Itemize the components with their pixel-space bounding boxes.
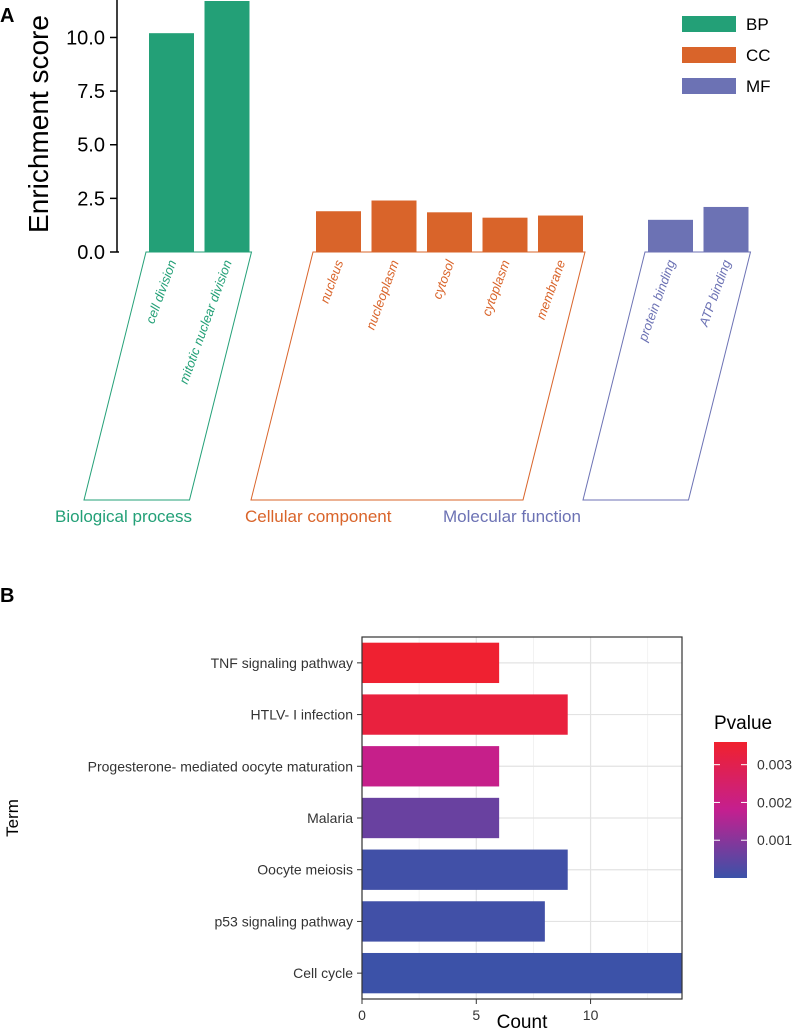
b-category-label: Oocyte meiosis: [257, 862, 353, 878]
b-bar: [362, 746, 500, 787]
b-category-label: HTLV- I infection: [251, 707, 353, 723]
a-bar-bp: [204, 1, 250, 252]
colorbar-tick-label: 0.003: [757, 757, 792, 773]
b-x-tick-label: 10: [583, 1007, 599, 1023]
a-bar-cc: [482, 217, 528, 252]
b-category-label: Malaria: [307, 810, 353, 826]
a-group-bracket-mf: [582, 251, 752, 501]
b-x-tick-label: 5: [472, 1007, 480, 1023]
a-term-label: cytosol: [429, 257, 457, 301]
a-term-label: membrane: [533, 258, 568, 322]
a-bar-mf: [703, 206, 749, 252]
a-y-tick-label: 2.5: [77, 188, 105, 210]
a-term-label: cytoplasm: [479, 258, 513, 318]
colorbar-gradient: [714, 742, 747, 878]
a-bar-cc: [316, 211, 361, 252]
a-legend-swatch-bp: [682, 16, 736, 32]
b-category-labels: TNF signaling pathway HTLV- I infection Pr…: [88, 655, 362, 981]
b-bar: [362, 901, 545, 942]
b-y-axis-label: Term: [3, 799, 22, 837]
colorbar-title: Pvalue: [714, 713, 772, 734]
a-term-label: nucleus: [317, 257, 347, 305]
a-group-name: Cellular component: [245, 507, 392, 526]
a-y-tick-label: 10.0: [66, 27, 105, 49]
a-term-label: mitotic nuclear division: [176, 258, 235, 386]
b-category-label: p53 signaling pathway: [214, 913, 353, 929]
a-group-names: Biological process Cellular component Mole…: [55, 507, 581, 526]
a-legend: BP CC MF: [682, 15, 771, 96]
colorbar-ticks: 0.001 0.002 0.003: [714, 757, 792, 848]
b-bar: [362, 797, 500, 839]
a-bar-bp: [149, 33, 194, 252]
a-group-bracket-bp: [83, 251, 253, 501]
b-bars: [362, 642, 682, 994]
b-x-ticks: 0 5 10: [358, 999, 599, 1023]
a-group-name: Biological process: [55, 507, 192, 526]
a-y-tick-label: 0.0: [77, 242, 105, 264]
a-term-label: cell division: [142, 258, 179, 326]
a-bar-cc: [371, 200, 417, 252]
colorbar-tick-label: 0.002: [757, 794, 792, 810]
a-y-axis-label: Enrichment score: [23, 15, 54, 233]
b-bar: [362, 642, 500, 684]
a-legend-label: BP: [746, 15, 769, 34]
a-y-tick-label: 7.5: [77, 81, 105, 103]
a-bar-mf: [648, 219, 693, 252]
b-bar: [362, 849, 568, 890]
colorbar-tick-label: 0.001: [757, 832, 792, 848]
b-bar: [362, 694, 568, 735]
b-bar: [362, 952, 682, 994]
a-group-brackets: [83, 251, 752, 501]
a-term-label: protein binding: [635, 257, 679, 344]
a-legend-swatch-mf: [682, 78, 736, 94]
a-group-name: Molecular function: [443, 507, 581, 526]
b-category-label: TNF signaling pathway: [211, 655, 353, 671]
a-term-label: ATP binding: [696, 257, 734, 329]
b-category-label: Cell cycle: [293, 965, 353, 981]
a-term-label: nucleoplasm: [363, 258, 402, 332]
a-group-bracket-cc: [250, 251, 586, 501]
a-bar-cc: [427, 212, 472, 252]
a-bar-cc: [538, 215, 583, 252]
a-legend-label: CC: [746, 46, 771, 65]
b-x-tick-label: 0: [358, 1007, 366, 1023]
a-bars: [117, 1, 749, 253]
panel-a-label: A: [0, 5, 14, 27]
a-legend-swatch-cc: [682, 47, 736, 63]
a-y-ticks: 0.0 2.5 5.0 7.5 10.0: [66, 27, 117, 264]
panel-b-label: B: [0, 585, 14, 607]
a-legend-label: MF: [746, 77, 771, 96]
b-category-label: Progesterone- mediated oocyte maturation: [88, 758, 353, 774]
a-y-tick-label: 5.0: [77, 135, 105, 157]
b-x-axis-label: Count: [497, 1012, 548, 1029]
